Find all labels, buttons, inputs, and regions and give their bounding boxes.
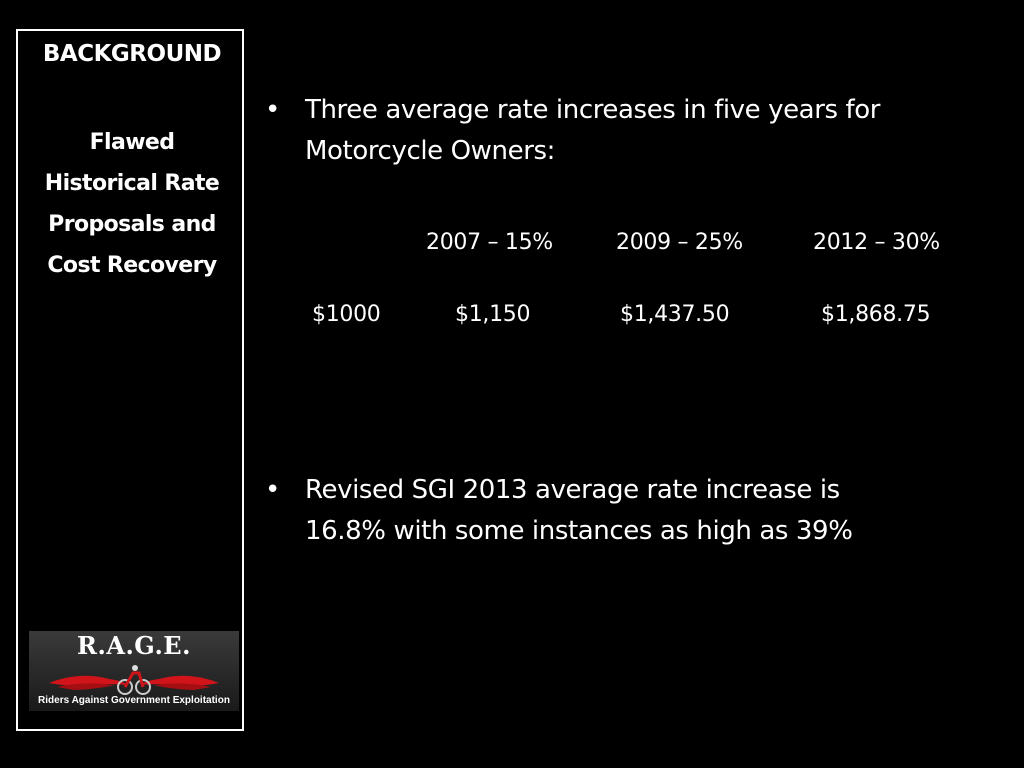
rate-increase-row: 2007 – 15% 2009 – 25% 2012 – 30% bbox=[0, 230, 1024, 260]
rate-increase-cell: 2007 – 15% bbox=[426, 230, 553, 255]
bullet-marker: • bbox=[265, 475, 281, 505]
amount-cell: $1,868.75 bbox=[821, 302, 931, 327]
subtitle-line: Historical Rate bbox=[44, 171, 220, 196]
bullet-marker: • bbox=[265, 95, 281, 125]
sidebar-panel: BACKGROUND Flawed Historical Rate Propos… bbox=[16, 29, 244, 731]
logo-tagline: Riders Against Government Exploitation bbox=[38, 695, 230, 706]
rage-logo: R.A.G.E. Riders Against Government Explo… bbox=[29, 631, 239, 711]
logo-title: R.A.G.E. bbox=[77, 631, 191, 660]
subtitle-line: Cost Recovery bbox=[47, 253, 217, 278]
amount-cell: $1000 bbox=[312, 302, 381, 327]
sidebar-subtitle: Flawed Historical Rate Proposals and Cos… bbox=[18, 122, 246, 286]
subtitle-line: Proposals and bbox=[48, 212, 216, 237]
bullet-text: Three average rate increases in five yea… bbox=[305, 95, 881, 166]
amounts-row: $1000 $1,150 $1,437.50 $1,868.75 bbox=[0, 302, 1024, 332]
sidebar-heading: BACKGROUND bbox=[42, 41, 222, 67]
subtitle-line: Flawed bbox=[89, 130, 175, 155]
amount-cell: $1,150 bbox=[455, 302, 531, 327]
amount-cell: $1,437.50 bbox=[620, 302, 730, 327]
rate-increase-cell: 2012 – 30% bbox=[813, 230, 940, 255]
flame-motorcycle-icon bbox=[49, 665, 219, 695]
rate-increase-cell: 2009 – 25% bbox=[616, 230, 743, 255]
bullet-text: Revised SGI 2013 average rate increase i… bbox=[305, 475, 853, 546]
